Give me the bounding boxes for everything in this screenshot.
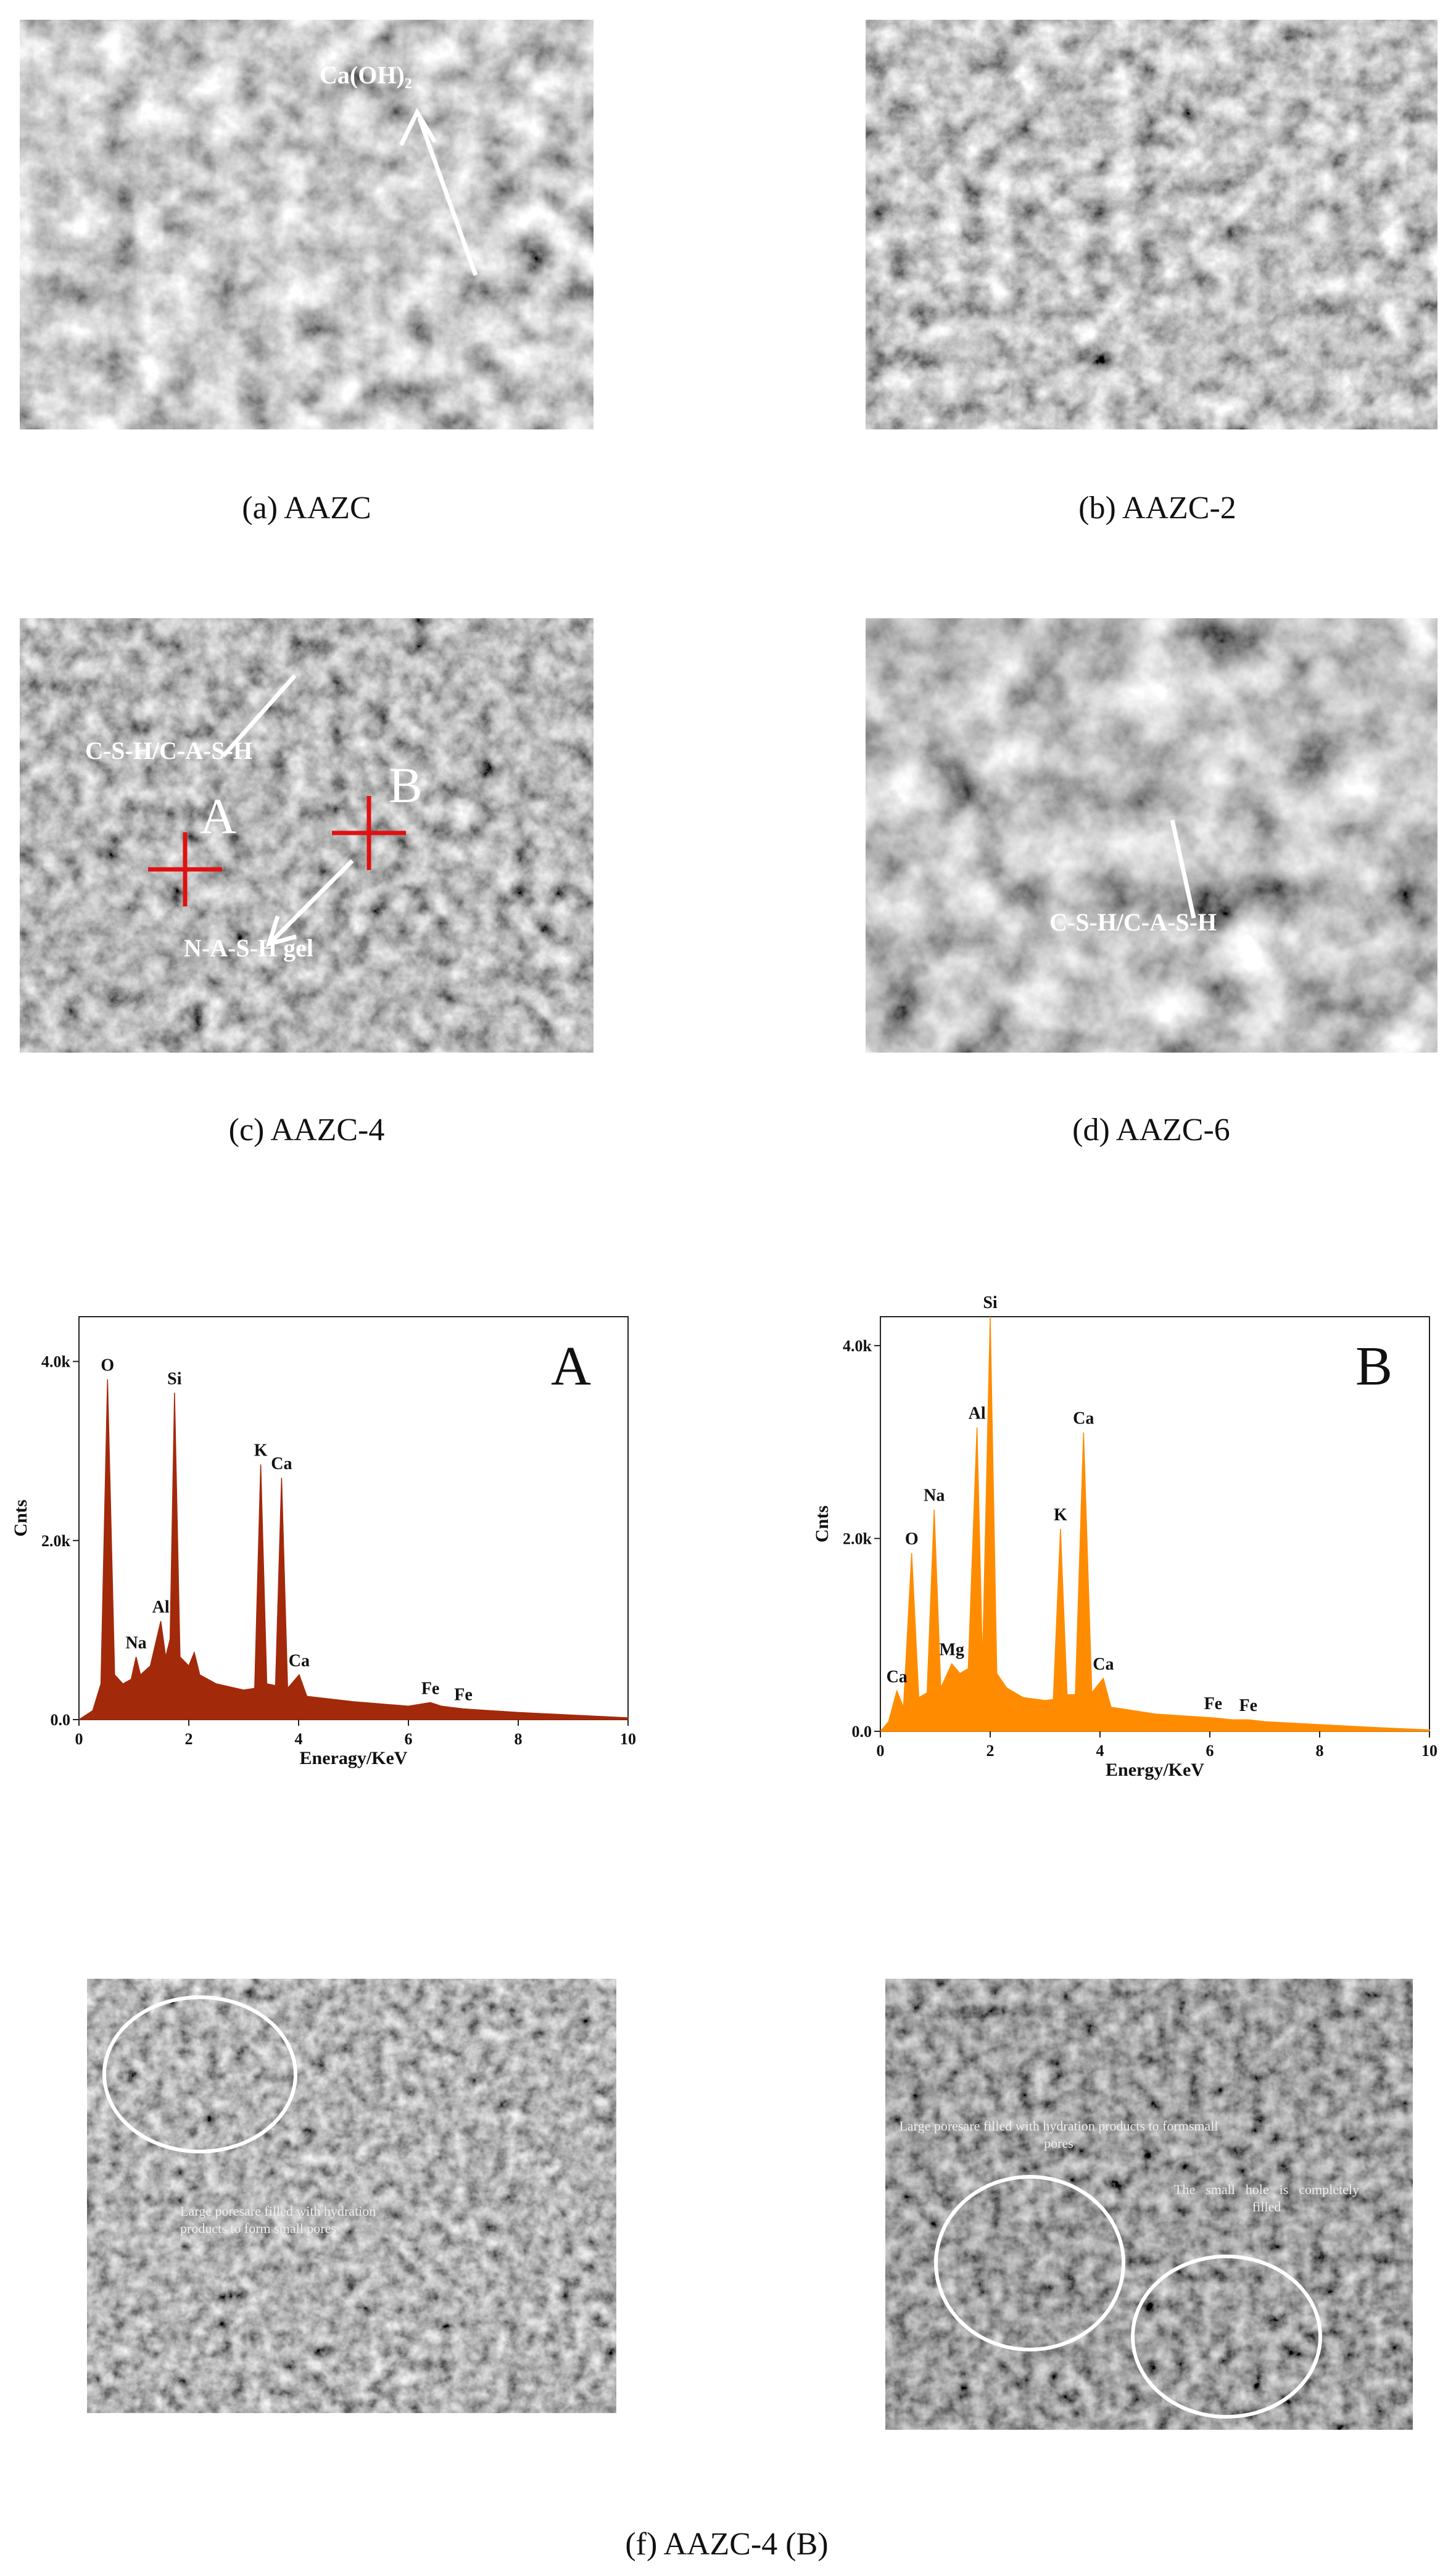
x-tick-label: 8 <box>515 1730 523 1748</box>
y-tick-label: 4.0k <box>843 1337 872 1355</box>
sem-image <box>20 618 594 1053</box>
plot-frame <box>880 1316 1430 1732</box>
annotation-box: Large poresare filled with hydration pro… <box>180 2203 376 2236</box>
peak-label: Fe <box>1239 1696 1258 1715</box>
peak-label: Al <box>969 1404 986 1423</box>
chart-title: B <box>1355 1336 1392 1397</box>
arrow-head <box>399 107 437 146</box>
caption: (c) AAZC-4 <box>229 1112 385 1148</box>
y-axis-label: Cnts <box>812 1505 832 1543</box>
peak-label: Al <box>152 1597 170 1617</box>
y-tick-label: 2.0k <box>843 1530 872 1547</box>
annotation: N-A-S-H gel <box>184 934 313 962</box>
arrow <box>270 859 354 943</box>
caption: (f) AAZC-4 (B) <box>625 2527 828 2562</box>
annotation: C-S-H/C-A-S-H <box>1049 908 1217 936</box>
y-tick-label: 2.0k <box>41 1532 71 1550</box>
sem-image <box>866 20 1437 429</box>
x-tick-label: 4 <box>295 1730 303 1748</box>
peak-label: K <box>1054 1505 1067 1525</box>
peak-label: Ca <box>289 1651 310 1670</box>
peak-label: O <box>101 1356 114 1375</box>
annotation: Large poresare filled with hydration pro… <box>899 2118 1218 2151</box>
arrow <box>1170 819 1196 919</box>
circles <box>102 1995 1322 2419</box>
peak-label: Mg <box>939 1641 964 1660</box>
peak-label: Fe <box>1204 1694 1223 1713</box>
peak-label: K <box>254 1441 268 1460</box>
peak-label: Si <box>167 1369 182 1388</box>
caption: (b) AAZC-2 <box>1078 491 1236 526</box>
y-tick-label: 0.0 <box>852 1723 872 1741</box>
y-tick-label: 4.0k <box>41 1353 71 1371</box>
peak-label: Ca <box>271 1454 292 1473</box>
annotation: B <box>389 757 423 813</box>
circle <box>934 2175 1125 2351</box>
peak-label: Na <box>924 1486 945 1505</box>
peak-label: Ca <box>887 1667 908 1686</box>
circle <box>1131 2255 1322 2419</box>
y-tick-label: 0.0 <box>51 1711 71 1729</box>
sem-image <box>20 20 594 429</box>
peak-label: Ca <box>1073 1409 1094 1428</box>
x-axis-label: Eneragy/KeV <box>300 1748 408 1768</box>
peak-label: Si <box>983 1293 998 1312</box>
annotation: The small hole is completely filled <box>1174 2182 1359 2214</box>
x-tick-label: 6 <box>1206 1742 1214 1760</box>
x-tick-label: 6 <box>405 1730 413 1748</box>
x-tick-label: 0 <box>877 1742 885 1760</box>
peak-label: O <box>905 1530 919 1549</box>
arrow <box>417 117 478 276</box>
annotation-box: Large poresare filled with hydration pro… <box>899 2118 1218 2151</box>
caption: (a) AAZC <box>242 491 371 526</box>
sem-image <box>866 618 1437 1053</box>
spectrum-area <box>879 1316 1430 1732</box>
annotation: Ca(OH)₂ <box>320 61 412 89</box>
peak-label: Fe <box>454 1686 473 1705</box>
arrow <box>221 674 297 758</box>
sem-image <box>87 1979 616 2413</box>
annotation: C-S-H/C-A-S-H <box>85 737 252 764</box>
arrow-head <box>265 915 297 948</box>
chart-title: A <box>551 1336 591 1397</box>
x-tick-label: 2 <box>987 1742 995 1760</box>
x-tick-label: 4 <box>1096 1742 1104 1760</box>
x-tick-label: 2 <box>185 1730 193 1748</box>
sem-image <box>885 1979 1413 2430</box>
peak-label: Fe <box>421 1679 440 1698</box>
x-tick-label: 0 <box>75 1730 83 1748</box>
x-tick-label: 10 <box>620 1730 636 1748</box>
annotation: A <box>200 788 236 844</box>
annotation: Large poresare filled with hydration pro… <box>180 2203 376 2236</box>
x-axis-label: Energy/KeV <box>1106 1760 1204 1780</box>
y-axis-label: Cnts <box>10 1499 31 1536</box>
annotation-box: The small hole is completely filled <box>1174 2182 1359 2214</box>
circle <box>102 1995 297 2153</box>
peak-label: Ca <box>1093 1655 1114 1674</box>
spectrum-area <box>77 1379 629 1720</box>
x-tick-label: 8 <box>1316 1742 1324 1760</box>
chart: Ca O Na Mg Al Si K Ca Ca Fe Fe 0 2 4 6 8 10 0.0 2.0k 4.0k En… <box>812 1293 1437 1780</box>
points <box>148 796 406 906</box>
x-tick-label: 10 <box>1421 1742 1437 1760</box>
peak-label: Na <box>125 1633 146 1652</box>
caption: (d) AAZC-6 <box>1072 1112 1230 1148</box>
arrows <box>221 107 1196 948</box>
